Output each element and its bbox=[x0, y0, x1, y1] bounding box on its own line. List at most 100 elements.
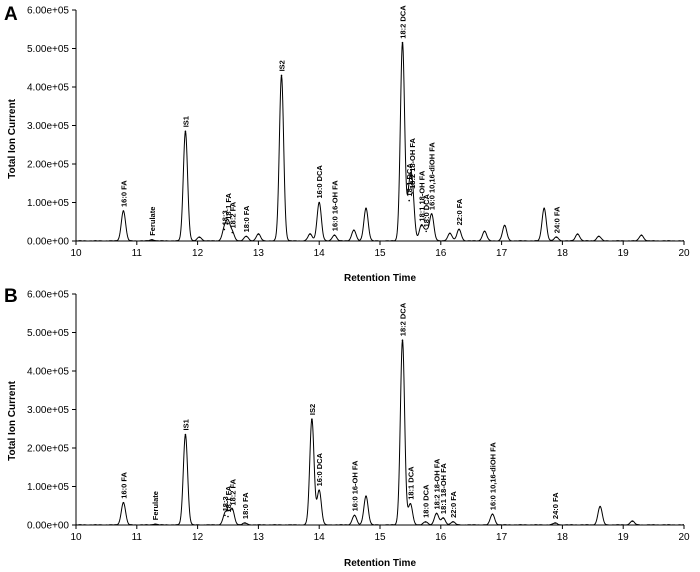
peak-point bbox=[401, 41, 404, 44]
peak-point bbox=[227, 515, 229, 518]
peak-point bbox=[483, 230, 486, 233]
peak-point bbox=[227, 222, 229, 225]
peak-label: 16:0 16-OH FA bbox=[351, 460, 360, 511]
x-tick-label: 16 bbox=[435, 248, 447, 259]
peak-point bbox=[245, 235, 248, 238]
x-tick-label: 18 bbox=[557, 532, 569, 543]
peak-label: IS2 bbox=[278, 60, 287, 71]
y-tick-label: 5.00e+05 bbox=[27, 44, 69, 55]
peak-label: 16:0 10,16-diOH FA bbox=[489, 442, 498, 511]
x-tick-label: 20 bbox=[678, 532, 690, 543]
peak-label: 16:0 DCA bbox=[315, 452, 324, 486]
x-tick-label: 20 bbox=[678, 248, 690, 259]
peak-label: 18:2 FA bbox=[228, 478, 237, 505]
peak-point bbox=[420, 224, 423, 227]
peak-point bbox=[424, 521, 427, 523]
peak-point bbox=[224, 514, 226, 517]
peak-point bbox=[231, 231, 234, 234]
peak-point bbox=[555, 236, 558, 238]
peak-label: 18:2 18-OH FA bbox=[433, 458, 442, 509]
peak-point bbox=[151, 239, 153, 241]
y-tick-label: 6.00e+05 bbox=[27, 6, 69, 17]
peak-point bbox=[576, 233, 579, 235]
peak-point bbox=[257, 233, 260, 235]
panel-a-letter: A bbox=[4, 4, 18, 25]
x-tick-label: 17 bbox=[496, 248, 508, 259]
panel-b-x-ticks: 10 11 12 13 14 15 16 17 18 19 20 bbox=[70, 525, 690, 543]
panel-b-letter: B bbox=[4, 286, 18, 307]
peak-point bbox=[311, 418, 313, 420]
y-tick-label: 1.00e+05 bbox=[27, 482, 69, 493]
peak-label: 18:1 18-OH FA bbox=[417, 170, 426, 221]
peak-point bbox=[640, 234, 643, 237]
peak-label: 24:0 FA bbox=[552, 206, 561, 233]
peak-label: Ferulate bbox=[151, 491, 160, 520]
peak-point bbox=[554, 522, 556, 524]
x-tick-label: 13 bbox=[253, 532, 265, 543]
panel-b-x-axis-title: Retention Time bbox=[344, 558, 416, 569]
peak-point bbox=[409, 503, 412, 505]
x-tick-label: 11 bbox=[132, 248, 143, 259]
peak-point bbox=[309, 233, 311, 235]
x-tick-label: 11 bbox=[132, 532, 143, 543]
peak-label: 18:0 DCA bbox=[422, 193, 431, 227]
peak-label: 18:1 DCA bbox=[406, 466, 415, 500]
peak-point bbox=[122, 501, 125, 504]
peak-label: Ferulate bbox=[148, 207, 157, 236]
peak-point bbox=[223, 228, 226, 231]
peak-point bbox=[631, 520, 634, 522]
x-tick-label: 14 bbox=[314, 248, 326, 259]
panel-a-y-ticks: 0.00e+00 1.00e+05 2.00e+05 3.00e+05 4.00e+05… bbox=[27, 6, 76, 248]
y-tick-label: 3.00e+05 bbox=[27, 405, 69, 416]
x-tick-label: 12 bbox=[192, 532, 204, 543]
peak-point bbox=[430, 213, 433, 215]
x-tick-label: 17 bbox=[496, 532, 508, 543]
peak-label: IS2 bbox=[308, 404, 317, 415]
x-tick-label: 19 bbox=[618, 532, 630, 543]
peak-label: 18:2 DCA bbox=[399, 302, 408, 336]
peak-label: 18:2 DCA bbox=[399, 5, 408, 39]
peak-point bbox=[411, 192, 414, 194]
panel-a-x-ticks: 10 11 12 13 14 15 16 17 18 19 20 bbox=[70, 241, 690, 259]
panel-b-trace bbox=[75, 339, 685, 526]
peak-label: 18:3 bbox=[220, 210, 229, 225]
peak-label: 22:0 FA bbox=[449, 491, 458, 518]
peak-point bbox=[198, 236, 201, 238]
y-tick-label: 5.00e+05 bbox=[27, 328, 69, 339]
peak-point bbox=[353, 514, 356, 517]
peak-label: 16:0 DCA bbox=[315, 165, 324, 199]
peak-point bbox=[333, 234, 336, 237]
x-tick-label: 14 bbox=[314, 532, 326, 543]
peak-label: 18:0 FA bbox=[242, 205, 251, 232]
panel-b-y-axis-title: Total Ion Current bbox=[7, 380, 18, 460]
y-tick-label: 4.00e+05 bbox=[27, 83, 69, 94]
x-tick-label: 12 bbox=[192, 248, 204, 259]
chromatogram-line bbox=[75, 41, 685, 242]
peak-label: 18:2 FA bbox=[228, 201, 237, 228]
peak-label: 18:0 FA bbox=[241, 492, 250, 519]
y-tick-label: 6.00e+05 bbox=[27, 290, 69, 301]
peak-label: 22:0 FA bbox=[455, 198, 464, 225]
peak-point bbox=[435, 512, 438, 515]
x-tick-label: 18 bbox=[557, 248, 569, 259]
peak-label: 18:1 FA bbox=[224, 192, 233, 219]
panel-a: A Total Ion Current Retention Time 0.00e… bbox=[4, 4, 690, 284]
peak-point bbox=[452, 521, 454, 523]
peak-label: 16:0 FA bbox=[119, 471, 128, 498]
peak-point bbox=[154, 523, 156, 526]
x-tick-label: 19 bbox=[618, 248, 630, 259]
y-tick-label: 3.00e+05 bbox=[27, 121, 69, 132]
peak-point bbox=[598, 235, 600, 238]
peak-label: 18:3 bbox=[221, 496, 230, 511]
peak-point bbox=[365, 207, 367, 210]
y-tick-label: 0.00e+00 bbox=[27, 237, 69, 248]
chromatogram-line bbox=[75, 339, 685, 526]
peak-point bbox=[599, 505, 601, 508]
panel-a-trace bbox=[75, 41, 685, 242]
peak-point bbox=[318, 489, 321, 492]
peak-point bbox=[408, 199, 410, 202]
peak-point bbox=[184, 433, 187, 436]
peak-point bbox=[184, 130, 187, 133]
